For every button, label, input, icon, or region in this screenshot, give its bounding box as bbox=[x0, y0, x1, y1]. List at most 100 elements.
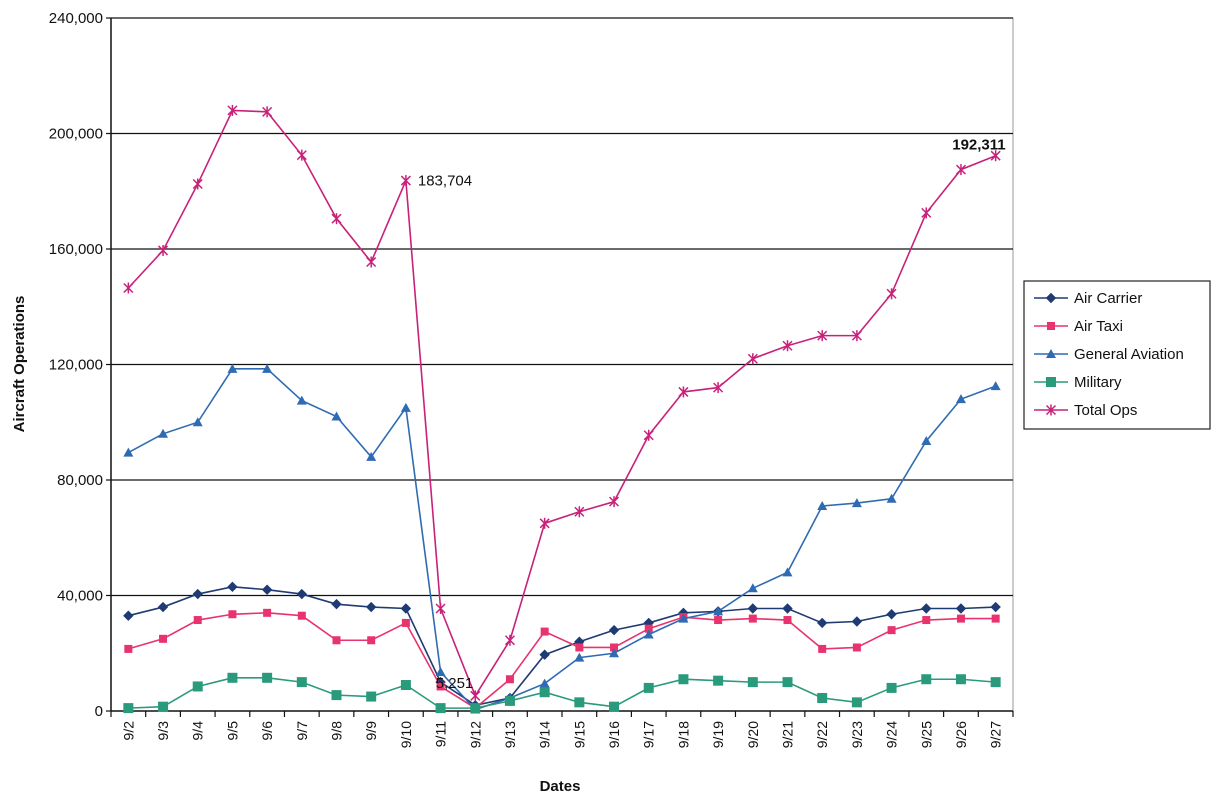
data-point-total-ops bbox=[747, 353, 758, 365]
legend-label: Total Ops bbox=[1074, 402, 1137, 419]
data-point-air-taxi bbox=[991, 614, 1000, 623]
legend-box bbox=[1023, 280, 1211, 430]
data-point-air-taxi bbox=[436, 682, 445, 691]
data-point-air-carrier bbox=[365, 601, 377, 613]
data-point-total-ops bbox=[886, 288, 897, 300]
data-point-total-ops bbox=[990, 150, 1001, 162]
y-tick-label: 40,000 bbox=[57, 588, 103, 605]
data-point-air-taxi bbox=[193, 616, 202, 625]
x-tick-label: 9/13 bbox=[502, 721, 518, 748]
data-point-air-taxi bbox=[332, 636, 341, 645]
x-tick-label: 9/23 bbox=[849, 721, 865, 748]
data-point-air-carrier bbox=[990, 601, 1001, 613]
data-point-general-aviation bbox=[990, 381, 1001, 391]
data-point-air-taxi bbox=[263, 608, 272, 617]
data-point-military bbox=[435, 703, 446, 714]
data-point-air-taxi bbox=[297, 611, 306, 620]
data-point-total-ops bbox=[366, 256, 377, 268]
legend-item-air-carrier: Air Carrier bbox=[1034, 290, 1142, 307]
legend-label: Air Taxi bbox=[1074, 318, 1123, 335]
y-tick-label: 200,000 bbox=[49, 126, 103, 143]
legend: Air Carrier Air Taxi General Aviation Milit… bbox=[1023, 280, 1211, 430]
data-point-military bbox=[539, 687, 550, 698]
data-point-total-ops bbox=[158, 244, 169, 256]
data-point-air-carrier bbox=[921, 603, 932, 614]
data-point-air-carrier bbox=[955, 603, 967, 614]
data-point-military bbox=[296, 677, 307, 688]
y-tick-label: 80,000 bbox=[57, 472, 103, 489]
data-point-total-ops bbox=[470, 690, 481, 702]
data-point-military bbox=[643, 682, 654, 693]
data-point-air-carrier bbox=[123, 610, 134, 621]
data-point-military bbox=[851, 697, 862, 708]
series-lines bbox=[123, 104, 1001, 714]
x-tick-label: 9/19 bbox=[710, 721, 726, 748]
data-point-air-taxi bbox=[818, 644, 827, 653]
data-point-military bbox=[400, 680, 411, 691]
y-tick-label: 0 bbox=[95, 703, 103, 720]
data-point-military bbox=[747, 677, 758, 688]
data-point-air-carrier bbox=[539, 649, 550, 660]
data-point-general-aviation bbox=[574, 652, 585, 662]
data-point-military bbox=[158, 701, 169, 712]
data-point-general-aviation bbox=[123, 447, 134, 457]
data-point-air-taxi bbox=[505, 675, 514, 684]
data-point-total-ops bbox=[817, 330, 828, 342]
legend-label: General Aviation bbox=[1074, 346, 1184, 363]
data-point-air-carrier bbox=[816, 617, 828, 629]
x-tick-label: 9/21 bbox=[780, 721, 796, 748]
data-label: 183,704 bbox=[418, 173, 472, 190]
data-point-general-aviation bbox=[747, 583, 758, 593]
data-point-general-aviation bbox=[886, 493, 897, 503]
x-tick-label: 9/8 bbox=[329, 721, 345, 741]
data-point-air-carrier bbox=[157, 601, 169, 613]
data-point-general-aviation bbox=[192, 417, 203, 427]
series-line-air-taxi bbox=[128, 612, 996, 710]
data-point-total-ops bbox=[678, 386, 689, 398]
x-tick-label: 9/18 bbox=[675, 721, 691, 748]
data-point-general-aviation bbox=[955, 394, 966, 404]
data-point-air-taxi bbox=[159, 634, 168, 643]
x-tick-label: 9/17 bbox=[641, 721, 657, 748]
data-point-general-aviation bbox=[643, 629, 654, 639]
data-point-military bbox=[227, 672, 238, 683]
data-point-air-carrier bbox=[608, 624, 620, 636]
series-total-ops bbox=[123, 104, 1001, 702]
series-line-air-carrier bbox=[128, 586, 996, 707]
data-point-air-taxi bbox=[748, 614, 757, 623]
data-point-air-taxi bbox=[610, 643, 619, 652]
series-line-general-aviation bbox=[127, 368, 996, 711]
grid-lines bbox=[110, 17, 1014, 712]
legend-swatch-marker bbox=[1046, 349, 1056, 358]
data-point-military bbox=[678, 674, 689, 685]
data-point-total-ops bbox=[400, 175, 411, 187]
data-point-air-carrier bbox=[192, 588, 203, 600]
x-tick-label: 9/20 bbox=[745, 721, 761, 748]
x-tick-label: 9/6 bbox=[259, 721, 275, 741]
series-military bbox=[123, 672, 1001, 714]
data-point-air-carrier bbox=[851, 616, 863, 627]
data-point-total-ops bbox=[331, 213, 342, 225]
data-point-military bbox=[782, 677, 793, 688]
data-point-military bbox=[990, 677, 1001, 688]
x-tick-label: 9/2 bbox=[120, 721, 136, 741]
data-point-air-taxi bbox=[575, 643, 584, 652]
data-point-general-aviation bbox=[435, 667, 446, 677]
data-point-total-ops bbox=[643, 429, 654, 441]
x-tick-label: 9/22 bbox=[814, 721, 830, 748]
data-point-general-aviation bbox=[331, 411, 342, 421]
data-point-air-carrier bbox=[296, 588, 308, 600]
axes: 0 40,000 80,000 120,000 160,000 200,000 240,00… bbox=[49, 10, 1014, 748]
data-label: 5,251 bbox=[436, 675, 474, 692]
data-point-total-ops bbox=[921, 207, 932, 219]
data-point-general-aviation bbox=[713, 606, 724, 616]
legend-label: Air Carrier bbox=[1074, 290, 1142, 307]
y-axis-title: Aircraft Operations bbox=[11, 296, 28, 433]
x-tick-label: 9/16 bbox=[606, 721, 622, 748]
data-point-total-ops bbox=[435, 602, 446, 614]
data-point-air-taxi bbox=[540, 627, 549, 636]
x-tick-label: 9/25 bbox=[918, 721, 934, 748]
data-point-military bbox=[574, 697, 585, 708]
